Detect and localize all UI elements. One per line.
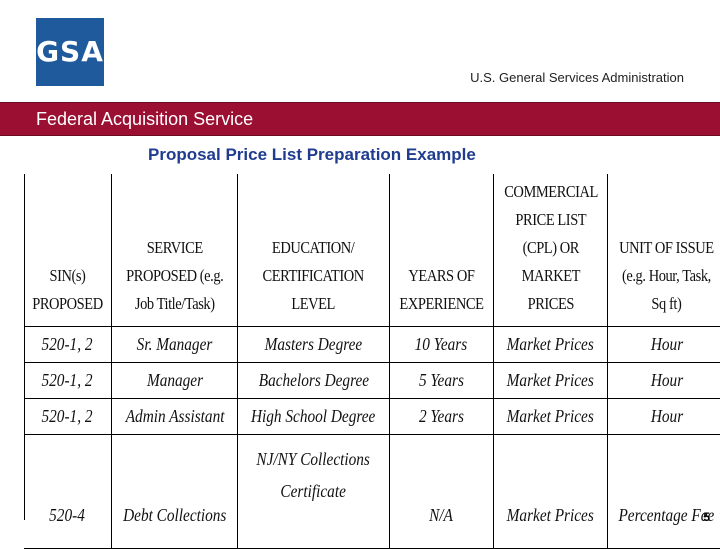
cell-sin: 520-1, 2 — [24, 362, 112, 399]
agency-name: U.S. General Services Administration — [470, 70, 684, 85]
cell-unit: Percentage Fee — [607, 434, 720, 549]
cell-education: High School Degree — [237, 398, 390, 435]
cell-service: Sr. Manager — [111, 326, 239, 363]
cell-education: NJ/NY Collections Certificate — [237, 434, 390, 549]
table-row: 520-1, 2 Admin Assistant High School Deg… — [24, 398, 720, 435]
cell-education: Bachelors Degree — [237, 362, 390, 399]
gsa-logo: GSA — [36, 18, 104, 86]
header-service: SERVICE PROPOSED (e.g. Job Title/Task) — [111, 174, 239, 327]
cell-unit: Hour — [607, 398, 720, 435]
cell-cpl: Market Prices — [493, 326, 609, 363]
table-row: 520-1, 2 Manager Bachelors Degree 5 Year… — [24, 362, 720, 399]
cell-sin: 520-1, 2 — [24, 326, 112, 363]
cell-cpl: Market Prices — [493, 362, 609, 399]
header-sin: SIN(s) PROPOSED — [24, 174, 112, 327]
cell-service: Debt Collections — [111, 434, 239, 549]
cell-years: 2 Years — [389, 398, 494, 435]
price-list-table: SIN(s) PROPOSED SERVICE PROPOSED (e.g. J… — [24, 174, 720, 549]
cell-sin: 520-4 — [24, 434, 112, 549]
cell-service: Admin Assistant — [111, 398, 239, 435]
service-banner: Federal Acquisition Service — [0, 102, 720, 136]
cell-education: Masters Degree — [237, 326, 390, 363]
banner-text: Federal Acquisition Service — [36, 109, 254, 129]
cell-years: 5 Years — [389, 362, 494, 399]
page-number: 5 — [703, 510, 710, 524]
header-row: SIN(s) PROPOSED SERVICE PROPOSED (e.g. J… — [24, 174, 720, 327]
cell-years: N/A — [389, 434, 494, 549]
header-unit: UNIT OF ISSUE (e.g. Hour, Task, Sq ft) — [607, 174, 720, 327]
cell-years: 10 Years — [389, 326, 494, 363]
cell-cpl: Market Prices — [493, 398, 609, 435]
header-cpl: COMMERCIAL PRICE LIST (CPL) OR MARKET PR… — [493, 174, 609, 327]
cell-sin: 520-1, 2 — [24, 398, 112, 435]
table-row: 520-1, 2 Sr. Manager Masters Degree 10 Y… — [24, 326, 720, 363]
cell-service: Manager — [111, 362, 239, 399]
table-row: 520-4 Debt Collections NJ/NY Collections… — [24, 434, 720, 549]
slide-title: Proposal Price List Preparation Example — [148, 145, 476, 164]
header-years: YEARS OF EXPERIENCE — [389, 174, 494, 327]
header-education: EDUCATION/ CERTIFICATION LEVEL — [237, 174, 390, 327]
cell-cpl: Market Prices — [493, 434, 609, 549]
cell-unit: Hour — [607, 326, 720, 363]
cell-unit: Hour — [607, 362, 720, 399]
